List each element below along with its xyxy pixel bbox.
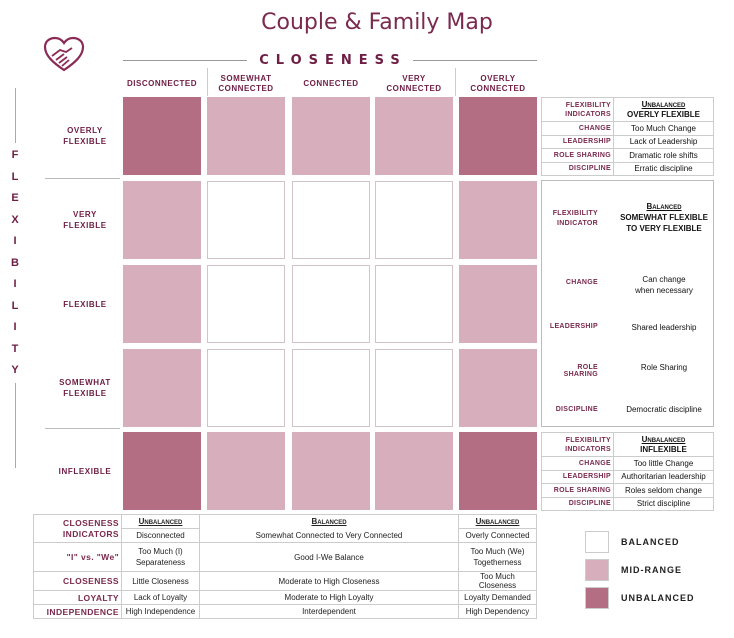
- map-cell-balanced: [292, 181, 370, 259]
- map-cell-unbalanced: [123, 432, 201, 510]
- flexibility-overly-flexible-table: FLEXIBILITY INDICATORS Unbalanced OVERLY …: [541, 97, 714, 176]
- mid-range-swatch: [585, 559, 609, 581]
- row-label-overly-flexible: OVERLY FLEXIBLE: [63, 126, 107, 146]
- map-cell-mid: [292, 432, 370, 510]
- divider: [207, 68, 208, 96]
- flexibility-balanced-box: FLEXIBILITY INDICATOR Balanced SOMEWHAT …: [541, 180, 714, 427]
- col-header-very-connected: VERY CONNECTED: [386, 74, 442, 93]
- map-cell-balanced: [207, 265, 285, 343]
- closeness-indicators-table: CLOSENESS INDICATORS Unbalanced Balanced…: [33, 514, 537, 619]
- map-cell-mid: [459, 349, 537, 427]
- map-cell-mid: [123, 181, 201, 259]
- flexibility-axis-label: F L E X I B I L I T Y: [11, 149, 19, 376]
- map-cell-mid: [207, 97, 285, 175]
- map-cell-mid: [123, 265, 201, 343]
- row-label-somewhat-flexible: SOMEWHAT FLEXIBLE: [59, 378, 111, 398]
- map-cell-mid: [375, 97, 453, 175]
- divider: [123, 59, 248, 61]
- map-cell-mid: [207, 432, 285, 510]
- row-label-inflexible: INFLEXIBLE: [58, 466, 112, 476]
- col-header-connected: CONNECTED: [303, 79, 359, 88]
- map-cell-mid: [375, 432, 453, 510]
- legend-item-mid-range: MID-RANGE: [585, 556, 695, 584]
- closeness-axis-label: CLOSENESS: [123, 50, 537, 70]
- divider: [45, 428, 120, 429]
- map-cell-mid: [292, 97, 370, 175]
- flexibility-inflexible-table: FLEXIBILITY INDICATORS Unbalanced INFLEXI…: [541, 432, 714, 511]
- divider: [45, 178, 120, 179]
- divider: [412, 59, 537, 61]
- col-header-disconnected: DISCONNECTED: [126, 79, 197, 88]
- map-cell-balanced: [375, 265, 453, 343]
- map-cell-balanced: [375, 349, 453, 427]
- map-cell-unbalanced: [459, 97, 537, 175]
- map-cell-balanced: [375, 181, 453, 259]
- map-cell-balanced: [292, 349, 370, 427]
- legend-item-unbalanced: UNBALANCED: [585, 584, 695, 612]
- row-label-flexible: FLEXIBLE: [63, 299, 107, 309]
- heart-handshake-icon: [42, 36, 86, 74]
- divider: [455, 68, 456, 96]
- map-cell-balanced: [292, 265, 370, 343]
- map-cell-unbalanced: [123, 97, 201, 175]
- map-cell-unbalanced: [459, 432, 537, 510]
- map-cell-mid: [459, 181, 537, 259]
- row-label-very-flexible: VERY FLEXIBLE: [63, 210, 107, 230]
- legend-item-balanced: BALANCED: [585, 528, 695, 556]
- map-cell-mid: [459, 265, 537, 343]
- balanced-swatch: [585, 531, 609, 553]
- map-cell-balanced: [207, 181, 285, 259]
- map-cell-balanced: [207, 349, 285, 427]
- unbalanced-swatch: [585, 587, 609, 609]
- col-header-overly-connected: OVERLY CONNECTED: [470, 74, 526, 93]
- map-cell-mid: [123, 349, 201, 427]
- page-title: Couple & Family Map: [261, 10, 493, 35]
- divider: [15, 383, 16, 468]
- divider: [15, 88, 16, 143]
- col-header-somewhat-connected: SOMEWHAT CONNECTED: [218, 74, 274, 93]
- legend: BALANCED MID-RANGE UNBALANCED: [585, 528, 695, 612]
